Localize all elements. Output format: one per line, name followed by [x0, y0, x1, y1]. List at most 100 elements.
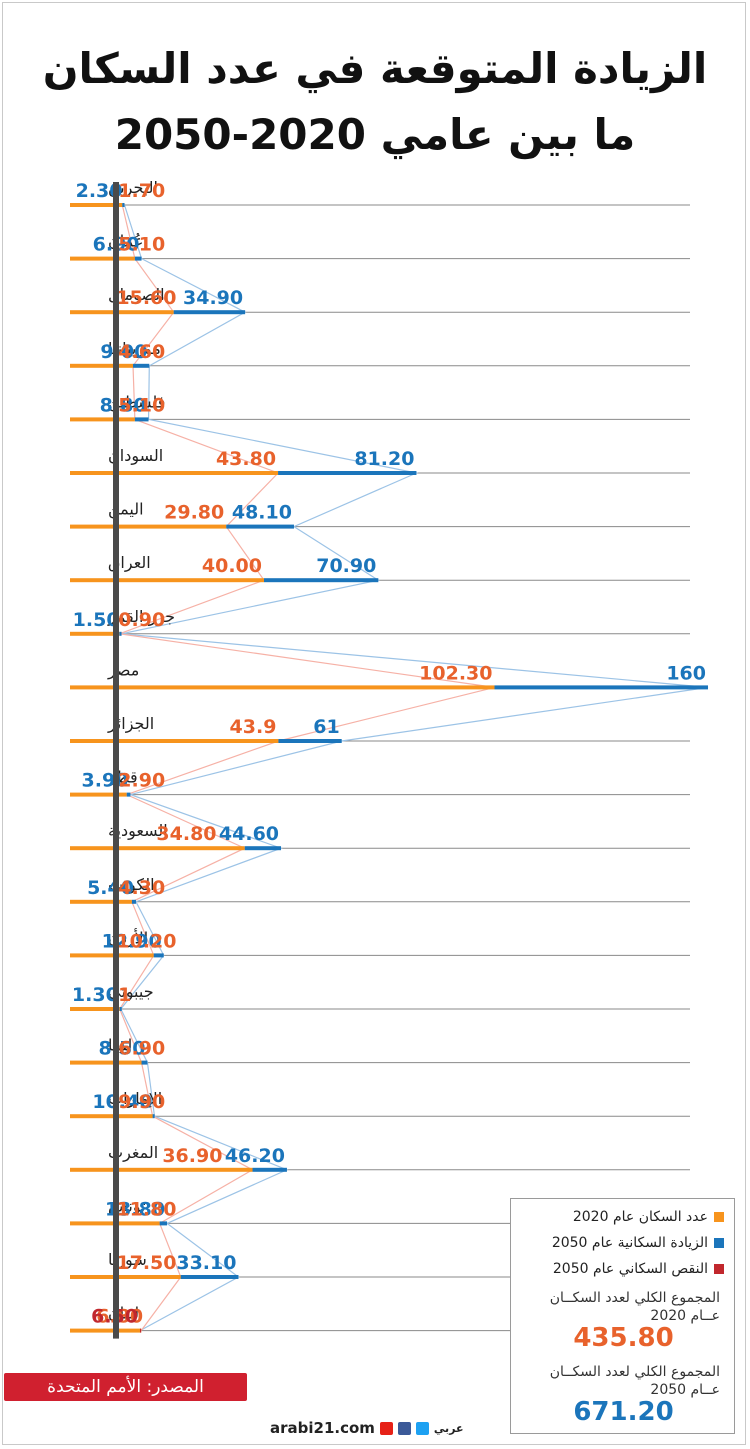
value-label-increase: 34.90 [183, 287, 243, 309]
value-label-2020: 1 [118, 984, 131, 1006]
bar-increase [173, 310, 246, 315]
bar-pop2020 [70, 471, 279, 475]
y-axis [113, 182, 119, 1339]
source-badge: المصدر: الأمم المتحدة [4, 1373, 247, 1401]
value-label-2020: 6.90 [118, 1038, 165, 1060]
chart-title-line2: ما بين عامي 2020-2050 [114, 110, 636, 159]
chart-title-line1: الزيادة المتوقعة في عدد السكان [42, 44, 708, 93]
brand-logo: عربي [433, 1421, 464, 1435]
bar-increase [278, 739, 342, 743]
value-label-increase: 61 [313, 716, 339, 738]
legend-label-increase: الزيادة السكانية عام 2050 [551, 1235, 708, 1251]
twitter-icon[interactable] [415, 1421, 429, 1435]
bar-pop2020 [70, 953, 154, 958]
country-label: جيبوتي [108, 982, 154, 1002]
country-label: جزر القمر [107, 607, 175, 627]
bar-increase [226, 524, 294, 529]
total-2050-label: المجموع الكلي لعدد السكــان عــام 2050 [549, 1364, 720, 1398]
value-label-2020: 43.80 [216, 448, 276, 470]
bar-pop2020 [70, 1007, 120, 1011]
facebook-icon[interactable] [397, 1421, 411, 1435]
bar-increase [141, 1060, 148, 1065]
value-label-increase: 10.40 [92, 1091, 152, 1113]
value-label-2020: 11.80 [116, 1198, 176, 1220]
value-label-2020: 2.90 [118, 770, 165, 792]
legend-item-decrease: النقص السكاني عام 2050 [553, 1261, 724, 1277]
legend-swatch-2020 [714, 1212, 724, 1222]
bar-pop2020 [70, 524, 227, 529]
value-label-increase: 160 [666, 662, 706, 684]
value-label-2020: 4.30 [118, 877, 165, 899]
bar-pop2020 [70, 1060, 142, 1065]
bar-increase [264, 578, 379, 583]
value-label-2020: 9.90 [118, 1091, 165, 1113]
value-label-increase: 8.80 [100, 394, 147, 416]
country-label: المغرب [108, 1143, 158, 1163]
bar-decrease [140, 1328, 142, 1333]
legend-label-2020: عدد السكان عام 2020 [572, 1209, 708, 1225]
country-label: موريتانيا [108, 339, 161, 359]
value-label-increase: 48.10 [232, 502, 292, 524]
value-label-2020: 102.30 [419, 662, 492, 684]
bar-increase [131, 899, 136, 904]
bar-pop2020 [70, 363, 134, 368]
site-link[interactable]: arabi21.com [270, 1419, 375, 1437]
value-label-2020: 1.70 [118, 180, 165, 202]
value-label-increase: 44.60 [219, 823, 279, 845]
value-label-2020: 43.9 [230, 716, 277, 738]
bar-increase [153, 953, 164, 958]
total-2050-value: 671.20 [573, 1397, 674, 1427]
country-label: فلسطين [108, 392, 165, 412]
value-label-2020: 6.80 [96, 1306, 143, 1328]
country-label: مصر [107, 660, 139, 680]
bar-pop2020 [70, 846, 245, 851]
value-label-increase: 1.30 [72, 984, 119, 1006]
legend-swatch-decrease [714, 1264, 724, 1274]
value-label-2020: 34.80 [156, 823, 216, 845]
bar-increase [134, 256, 142, 261]
bar-increase [252, 1167, 287, 1172]
pop2020-trend-line [119, 204, 495, 1331]
legend-box: عدد السكان عام 2020 الزيادة السكانية عام… [510, 1198, 735, 1434]
value-label-increase: 33.10 [176, 1252, 236, 1274]
bar-pop2020 [70, 1114, 153, 1119]
value-label-increase: 1.50 [73, 609, 120, 631]
bar-increase [119, 631, 122, 636]
bar-pop2020 [70, 578, 264, 583]
bar-pop2020 [70, 1328, 142, 1333]
value-label-increase: 5.40 [87, 877, 134, 899]
value-label-increase: 8.50 [99, 1038, 146, 1060]
youtube-icon[interactable] [379, 1421, 393, 1435]
bar-increase [278, 471, 417, 475]
bar-increase [159, 1221, 168, 1226]
value-label-increase: 2.30 [76, 180, 123, 202]
value-label-2020: 10.20 [116, 930, 176, 952]
value-label-2020: 15.60 [116, 287, 176, 309]
bar-increase [494, 685, 708, 690]
bar-increase [119, 1007, 122, 1011]
value-label-2020: 17.50 [116, 1252, 176, 1274]
value-label-2020: 29.80 [164, 502, 224, 524]
total-2020-label: المجموع الكلي لعدد السكــان عــام 2020 [549, 1290, 720, 1324]
increase-trend-line [120, 204, 709, 1332]
bar-pop2020 [70, 203, 123, 207]
bar-increase [134, 417, 149, 422]
legend-item-increase: الزيادة السكانية عام 2050 [552, 1235, 724, 1251]
footer: arabi21.com عربي [270, 1418, 464, 1438]
bar-pop2020 [70, 631, 120, 636]
legend-swatch-increase [714, 1238, 724, 1248]
country-label: الكويت [108, 875, 155, 895]
bar-pop2020 [70, 739, 279, 743]
value-label-increase: 46.20 [225, 1145, 285, 1167]
bar-increase [244, 846, 282, 851]
bar-pop2020 [70, 1167, 253, 1172]
value-label-2020: 40.00 [202, 555, 262, 577]
bar-increase [180, 1275, 239, 1279]
country-label: السودان [108, 446, 163, 466]
value-label-2020: 4.60 [118, 341, 165, 363]
bar-increase [133, 363, 150, 368]
bar-pop2020 [70, 417, 135, 422]
value-label-2020: 5.10 [118, 234, 165, 256]
total-2020-value: 435.80 [573, 1323, 674, 1353]
value-label-increase: 70.90 [316, 555, 376, 577]
